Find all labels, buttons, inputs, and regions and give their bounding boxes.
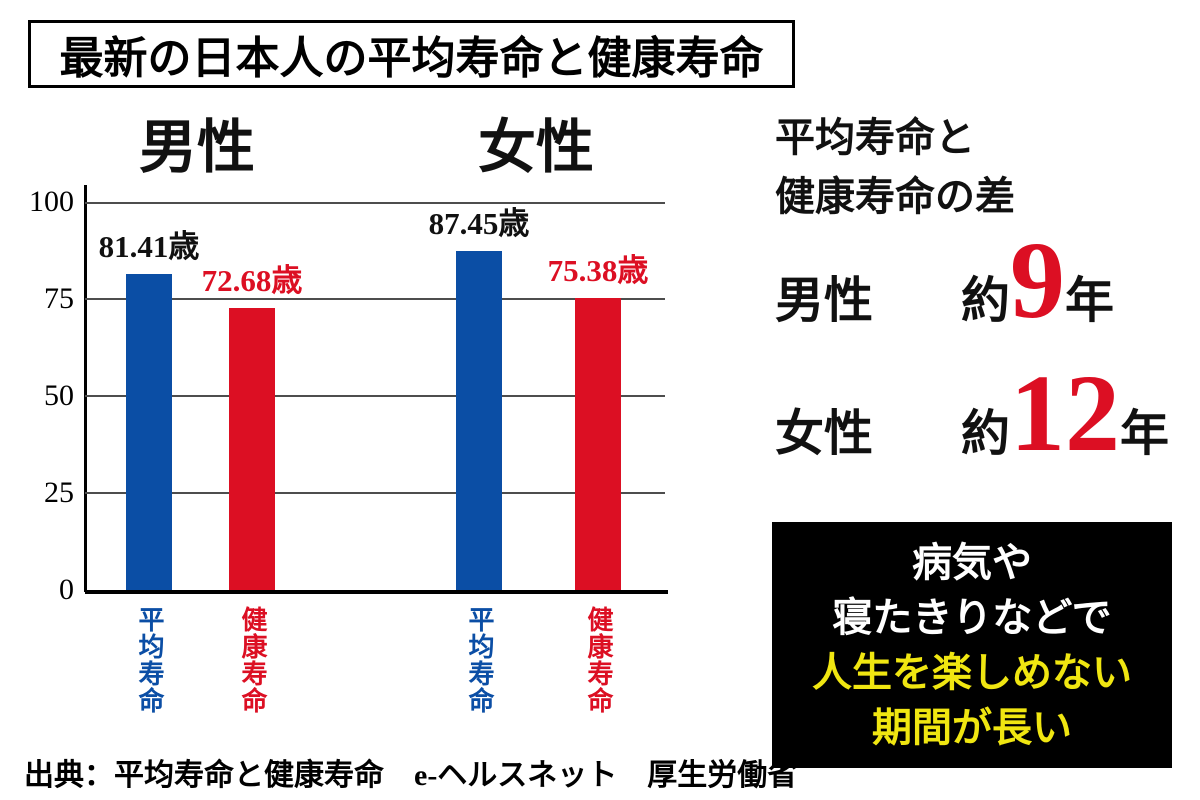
gridline-25: [85, 492, 665, 494]
group-header-male: 男性: [138, 115, 256, 180]
y-axis-labels: 100 75 50 25 0: [0, 186, 74, 606]
diff-male-approx: 約: [961, 273, 1011, 328]
y-tick-label-50: 50: [44, 379, 74, 412]
source-citation: 出典：平均寿命と健康寿命 e-ヘルスネット 厚生労働省: [24, 759, 798, 792]
diff-panel-heading: 平均寿命と 健康寿命の差: [775, 108, 1015, 226]
callout-line-4: 期間が長い: [872, 705, 1072, 750]
page-title: 最新の日本人の平均寿命と健康寿命: [28, 20, 795, 88]
y-tick-label-100: 100: [29, 185, 74, 218]
x-tick-label-女性-平均寿命: 平均寿命: [465, 606, 494, 714]
x-axis-labels: 平均寿命 健康寿命 平均寿命 健康寿命: [85, 606, 668, 756]
bar-value-label-男性-健康寿命: 72.68歳: [201, 263, 303, 298]
diff-female-years-number: 12: [1010, 352, 1121, 474]
callout-line-3: 人生を楽しめない: [812, 650, 1132, 695]
x-tick-label-男性-平均寿命: 平均寿命: [135, 606, 164, 714]
page-title-text: 最新の日本人の平均寿命と健康寿命: [59, 34, 764, 83]
diff-male-years-number: 9: [1010, 219, 1066, 341]
diff-female-unit: 年: [1120, 406, 1170, 461]
bar-女性-健康寿命: [575, 298, 621, 590]
bar-value-label-女性-健康寿命: 75.38歳: [547, 253, 649, 288]
gridline-100: [85, 202, 665, 204]
bar-男性-平均寿命: [126, 274, 172, 590]
y-tick-label-25: 25: [44, 476, 74, 509]
bar-chart-plot: 81.41歳 72.68歳 87.45歳 75.38歳: [85, 202, 668, 594]
diff-female-label: 女性: [775, 406, 874, 461]
x-tick-label-女性-健康寿命: 健康寿命: [584, 606, 613, 714]
diff-heading-line1: 平均寿命と: [775, 115, 975, 160]
diff-row-female: 女性 約 12 年: [775, 358, 1169, 468]
bar-女性-平均寿命: [456, 251, 502, 590]
group-header-female: 女性: [477, 115, 595, 180]
callout-line-2: 寝たきりなどで: [832, 595, 1112, 640]
diff-row-male: 男性 約 9 年: [775, 225, 1114, 335]
diff-heading-line2: 健康寿命の差: [775, 174, 1015, 219]
diff-male-label: 男性: [775, 273, 874, 328]
callout-box: 病気や 寝たきりなどで 人生を楽しめない 期間が長い: [772, 522, 1172, 768]
bar-男性-健康寿命: [229, 308, 275, 590]
gridline-75: [85, 298, 665, 300]
gridline-50: [85, 395, 665, 397]
diff-male-unit: 年: [1065, 273, 1115, 328]
bar-value-label-女性-平均寿命: 87.45歳: [428, 206, 530, 241]
bar-value-label-男性-平均寿命: 81.41歳: [98, 229, 200, 264]
diff-female-approx: 約: [961, 406, 1011, 461]
y-tick-label-75: 75: [44, 282, 74, 315]
y-axis-line: [84, 185, 87, 592]
callout-line-1: 病気や: [912, 540, 1032, 585]
x-tick-label-男性-健康寿命: 健康寿命: [238, 606, 267, 714]
y-tick-label-0: 0: [59, 573, 74, 606]
